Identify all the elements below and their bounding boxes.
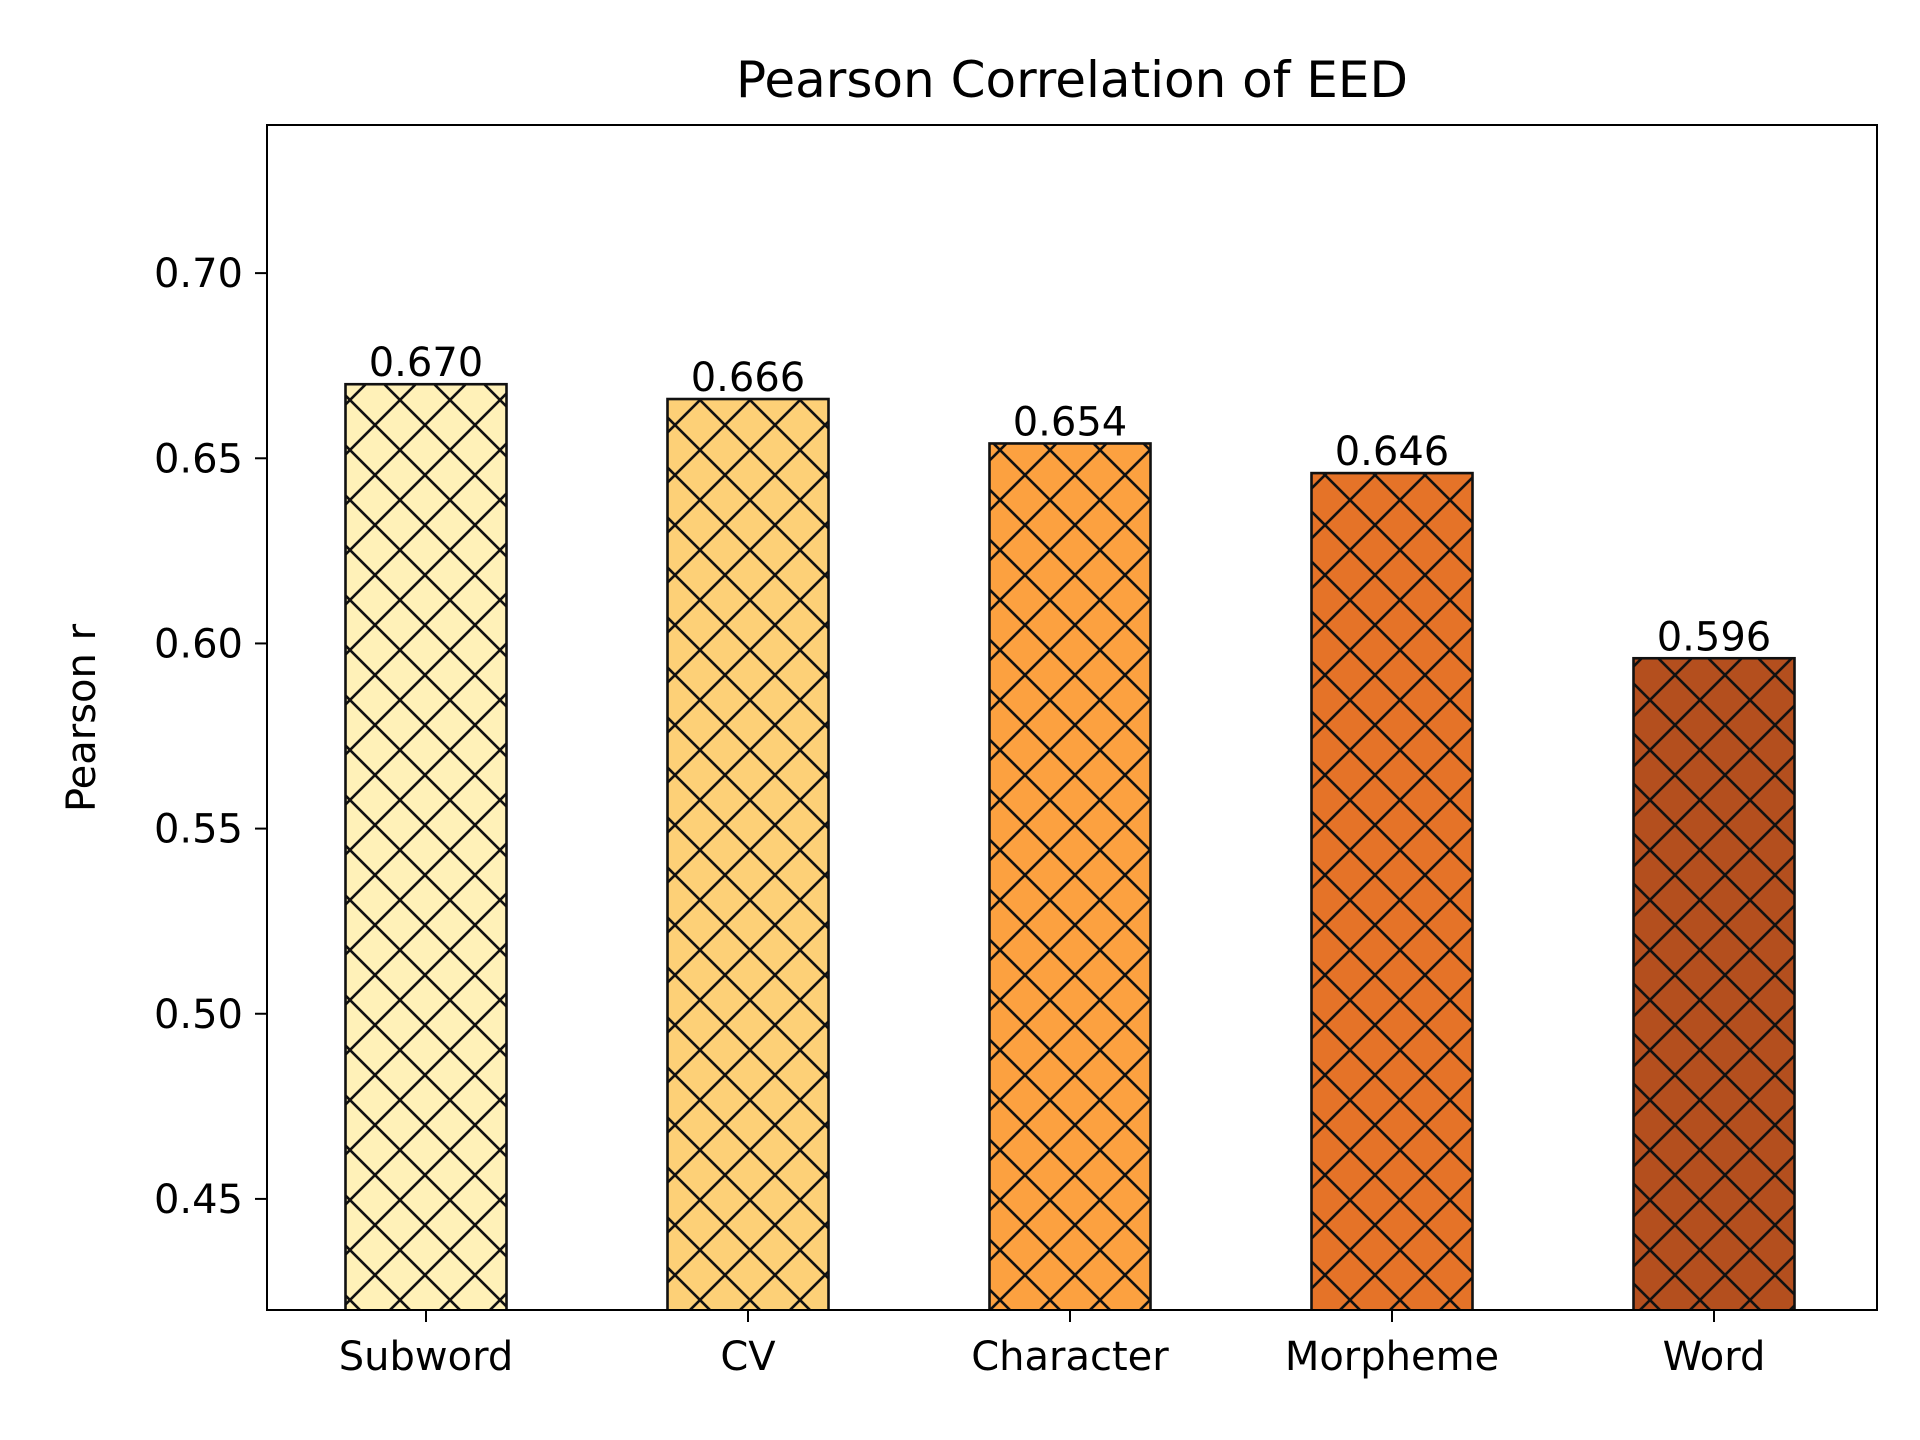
y-axis: 0.45 0.50 0.55 0.60 0.65 0.70: [154, 251, 267, 1223]
bar-cv: [666, 397, 830, 1310]
x-tick-label: Word: [1663, 1334, 1766, 1380]
y-tick-label: 0.70: [154, 251, 243, 297]
bars-group: [344, 382, 1796, 1310]
x-tick-label: Character: [971, 1334, 1169, 1380]
data-label: 0.666: [691, 355, 806, 401]
data-label: 0.596: [1657, 614, 1772, 660]
data-label: 0.646: [1335, 429, 1450, 475]
plot-frame: [266, 124, 1878, 1311]
chart-title: Pearson Correlation of EED: [736, 51, 1408, 109]
bar-word: [1632, 656, 1796, 1310]
x-tick-label: Morpheme: [1285, 1334, 1499, 1380]
x-tick-label: CV: [720, 1334, 776, 1380]
y-tick-label: 0.50: [154, 992, 243, 1038]
y-tick-label: 0.65: [154, 436, 243, 482]
data-label: 0.670: [369, 340, 484, 386]
data-labels: 0.670 0.666 0.654 0.646 0.596: [369, 340, 1772, 660]
bar-subword: [344, 382, 508, 1310]
x-tick-label: Subword: [339, 1334, 513, 1380]
y-tick-label: 0.45: [154, 1177, 243, 1223]
y-axis-label: Pearson r: [59, 623, 105, 812]
bar-character: [988, 442, 1152, 1310]
y-tick-label: 0.60: [154, 621, 243, 667]
y-tick-label: 0.55: [154, 807, 243, 853]
x-axis: Subword CV Character Morpheme Word: [339, 1310, 1766, 1380]
data-label: 0.654: [1013, 399, 1128, 445]
bar-morpheme: [1310, 471, 1474, 1310]
